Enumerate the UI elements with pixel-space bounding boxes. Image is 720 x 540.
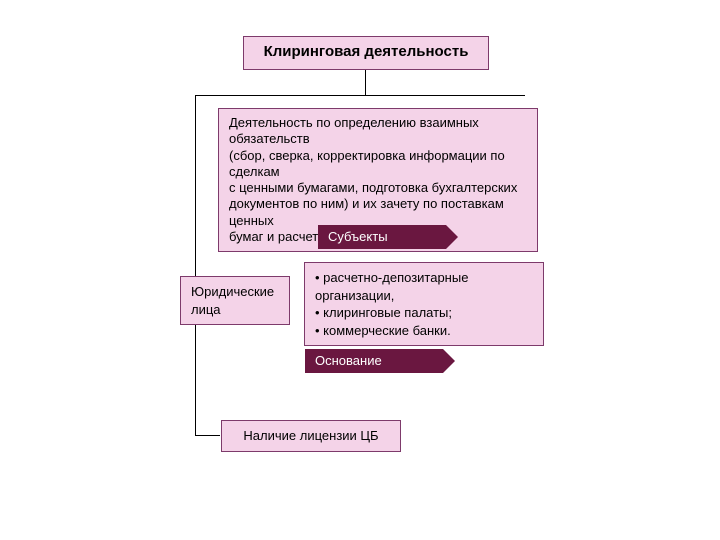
connector-line [365,70,366,95]
title-text: Клиринговая деятельность [264,43,469,60]
subjects-flag: Субъекты [318,225,446,249]
org-item-text: расчетно-депозитарные организации, [315,270,468,303]
diagram-canvas: Клиринговая деятельность Деятельность по… [0,0,720,540]
basis-flag: Основание [305,349,443,373]
connector-line [195,435,220,436]
license-box: Наличие лицензии ЦБ [221,420,401,452]
title-box: Клиринговая деятельность [243,36,489,70]
org-item: • коммерческие банки. [315,322,533,340]
org-item-text: клиринговые палаты; [323,305,452,320]
basis-flag-text: Основание [315,353,382,368]
org-item-text: коммерческие банки. [323,323,451,338]
connector-line [195,95,196,435]
org-item: • клиринговые палаты; [315,304,533,322]
subjects-flag-text: Субъекты [328,229,388,244]
organizations-box: • расчетно-депозитарные организации, • к… [304,262,544,346]
connector-line [195,95,525,96]
org-item: • расчетно-депозитарные организации, [315,269,533,304]
legal-entities-box: Юридические лица [180,276,290,325]
license-text: Наличие лицензии ЦБ [243,428,378,443]
legal-entities-text: Юридические лица [191,284,274,317]
